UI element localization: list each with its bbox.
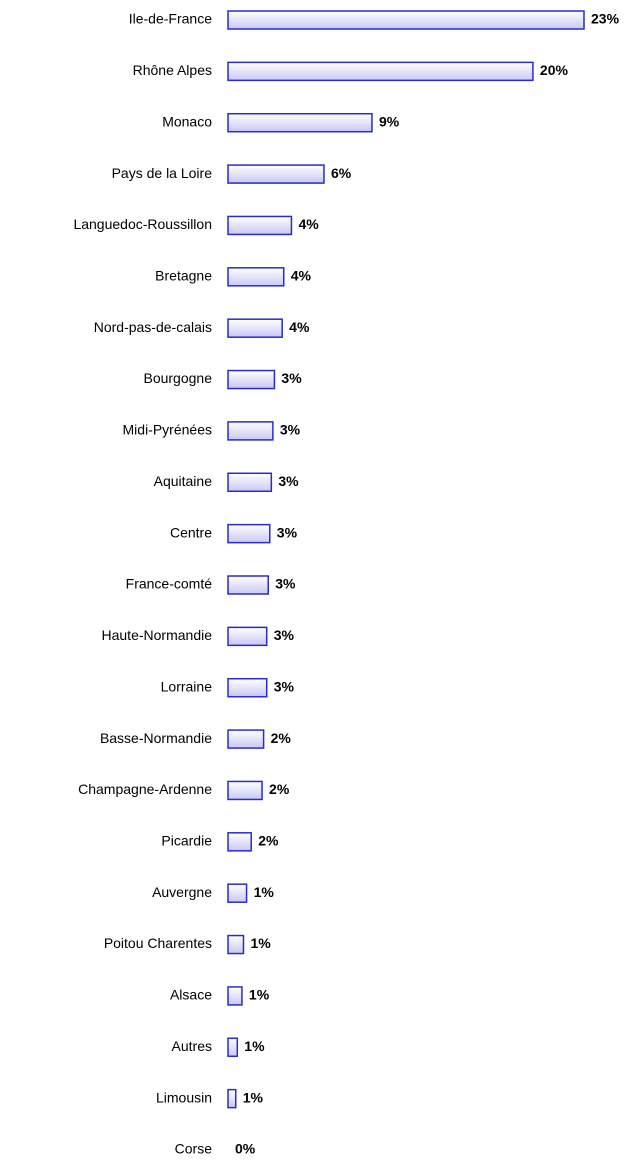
value-label: 3%	[275, 576, 296, 592]
value-label: 3%	[281, 370, 302, 386]
value-label: 4%	[289, 319, 310, 335]
bar	[227, 318, 283, 338]
category-label: Rhône Alpes	[133, 62, 212, 78]
category-label: Centre	[170, 524, 212, 540]
value-label: 0%	[235, 1141, 256, 1157]
value-label: 3%	[274, 627, 295, 643]
category-label: Auvergne	[152, 884, 212, 900]
value-label: 1%	[250, 935, 271, 951]
value-label: 2%	[271, 730, 292, 746]
bar	[227, 10, 585, 30]
bar	[227, 472, 273, 493]
bar	[227, 986, 243, 1006]
bar	[227, 883, 248, 903]
value-label: 2%	[258, 833, 279, 849]
category-label: Haute-Normandie	[102, 627, 213, 643]
value-label: 3%	[278, 473, 299, 489]
value-label: 9%	[379, 113, 400, 129]
value-label: 1%	[244, 1038, 265, 1054]
bar	[227, 677, 268, 698]
category-label: Bretagne	[155, 268, 212, 284]
bar	[227, 934, 245, 955]
value-label: 3%	[277, 524, 298, 540]
value-label: 3%	[280, 422, 301, 438]
category-label: Pays de la Loire	[112, 165, 213, 181]
category-label: Alsace	[170, 987, 212, 1003]
value-label: 3%	[274, 678, 295, 694]
value-label: 1%	[249, 987, 270, 1003]
bar	[227, 1037, 239, 1058]
category-label: Basse-Normandie	[100, 730, 212, 746]
bar	[227, 626, 268, 647]
category-label: Monaco	[162, 113, 212, 129]
value-label: 4%	[298, 216, 319, 232]
category-label: France-comté	[126, 576, 213, 592]
category-label: Corse	[175, 1141, 213, 1157]
category-label: Aquitaine	[154, 473, 213, 489]
bar	[227, 112, 373, 133]
bar	[227, 523, 271, 544]
category-label: Lorraine	[161, 678, 213, 694]
category-label: Champagne-Ardenne	[78, 781, 212, 797]
category-label: Midi-Pyrénées	[123, 422, 212, 438]
value-label: 20%	[540, 62, 569, 78]
value-label: 23%	[591, 11, 620, 27]
value-label: 6%	[331, 165, 352, 181]
bar	[227, 369, 276, 390]
category-label: Bourgogne	[143, 370, 212, 386]
category-label: Nord-pas-de-calais	[94, 319, 212, 335]
bar	[227, 267, 285, 287]
bar	[227, 780, 263, 801]
bar	[227, 61, 534, 82]
value-label: 2%	[269, 781, 290, 797]
category-label: Poitou Charentes	[104, 935, 212, 951]
bar	[227, 215, 293, 236]
category-label: Ile-de-France	[129, 11, 212, 27]
bar	[227, 575, 269, 595]
value-label: 1%	[243, 1089, 264, 1105]
bar	[227, 164, 325, 184]
category-label: Languedoc-Roussillon	[73, 216, 212, 232]
value-label: 4%	[291, 268, 312, 284]
bar	[227, 421, 274, 441]
category-label: Picardie	[161, 833, 212, 849]
value-label: 1%	[254, 884, 275, 900]
bar	[227, 832, 252, 852]
bar	[227, 1088, 237, 1109]
category-label: Limousin	[156, 1089, 212, 1105]
bar	[227, 729, 265, 749]
category-label: Autres	[172, 1038, 212, 1054]
